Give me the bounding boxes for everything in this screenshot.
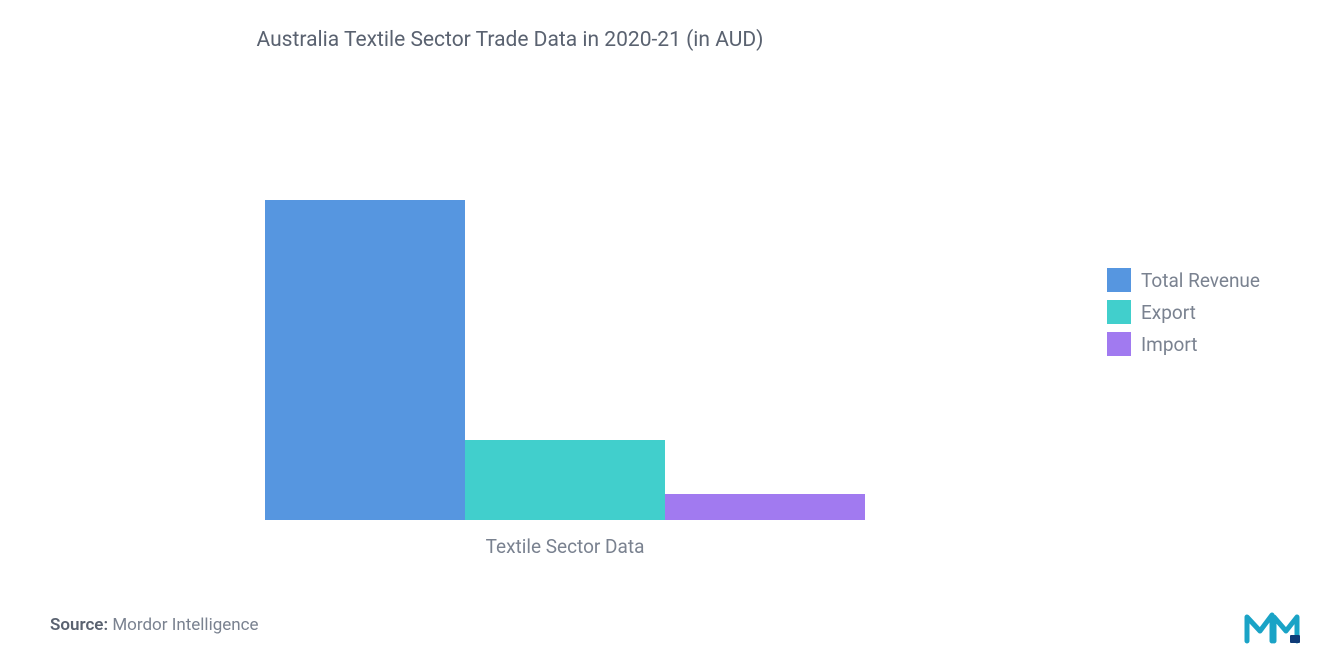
legend-label: Total Revenue [1141,269,1260,292]
legend-swatch [1107,300,1131,324]
chart-title: Australia Textile Sector Trade Data in 2… [0,28,1020,52]
legend-swatch [1107,268,1131,292]
mordor-logo-icon [1244,609,1300,645]
plot-area [265,200,865,520]
legend-label: Import [1141,333,1197,356]
source-value: Mordor Intelligence [112,615,258,635]
legend-label: Export [1141,301,1196,324]
source-attribution: Source: Mordor Intelligence [50,615,259,635]
bar-import [665,494,865,520]
legend-item-export: Export [1107,300,1260,324]
x-axis-label: Textile Sector Data [265,535,865,558]
bar-export [465,440,665,520]
legend-item-total-revenue: Total Revenue [1107,268,1260,292]
legend-item-import: Import [1107,332,1260,356]
source-label: Source: [50,615,108,635]
bar-total-revenue [265,200,465,520]
legend: Total Revenue Export Import [1107,268,1260,356]
chart-container: Australia Textile Sector Trade Data in 2… [0,0,1320,665]
legend-swatch [1107,332,1131,356]
